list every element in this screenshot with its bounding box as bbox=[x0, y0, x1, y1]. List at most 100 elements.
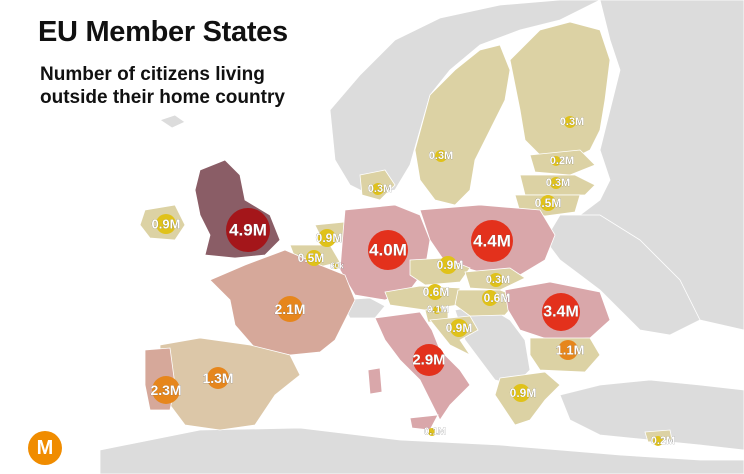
bubble-ireland-circle bbox=[156, 214, 176, 234]
bubble-cyprus: 0.2M bbox=[651, 435, 676, 447]
bubble-estonia-circle bbox=[551, 156, 561, 166]
bubble-uk-label: 4.9M bbox=[229, 221, 267, 240]
bubble-slovenia: 0.1M bbox=[427, 304, 450, 316]
land-finland bbox=[509, 21, 611, 161]
bubble-italy: 2.9M bbox=[412, 344, 446, 376]
subtitle-line-1: Number of citizens living bbox=[40, 64, 265, 85]
bubble-france-label: 2.1M bbox=[274, 301, 305, 317]
bubble-france-circle bbox=[277, 296, 303, 322]
bubble-hungary-circle bbox=[482, 290, 498, 306]
bubble-portugal-label: 2.3M bbox=[150, 382, 181, 398]
map-subtitle: Number of citizens living outside their … bbox=[40, 63, 340, 109]
bubble-spain: 1.3M bbox=[202, 367, 234, 389]
bubble-bulgaria-label: 1.1M bbox=[556, 343, 585, 358]
bubble-czechia-circle bbox=[439, 256, 457, 274]
bubble-luxembourg-label: 60k bbox=[330, 262, 344, 271]
bubble-belgium: 0.5M bbox=[297, 250, 325, 266]
bubble-ireland-label: 0.9M bbox=[152, 217, 181, 232]
bubble-malta-label: 0.1M bbox=[424, 427, 446, 438]
bubble-cyprus-circle bbox=[653, 436, 663, 446]
bubble-finland: 0.3M bbox=[560, 116, 585, 128]
bubble-belgium-label: 0.5M bbox=[298, 251, 325, 265]
bubble-hungary-label: 0.6M bbox=[484, 291, 511, 305]
bubble-portugal: 2.3M bbox=[150, 376, 182, 404]
bubble-finland-label: 0.3M bbox=[560, 116, 584, 128]
bubble-italy-circle bbox=[413, 344, 445, 376]
bubble-lithuania-label: 0.5M bbox=[535, 196, 562, 210]
brand-logo-icon: M bbox=[28, 431, 62, 465]
bubble-poland-label: 4.4M bbox=[473, 232, 511, 251]
subtitle-line-2: outside their home country bbox=[40, 87, 285, 108]
land-sweden bbox=[414, 44, 511, 206]
land-turkey bbox=[559, 379, 744, 451]
bubble-lithuania-circle bbox=[540, 195, 556, 211]
bubble-luxembourg: 60k bbox=[330, 261, 344, 271]
bubble-italy-label: 2.9M bbox=[412, 352, 445, 369]
bubble-austria-circle bbox=[427, 284, 443, 300]
bubble-latvia-circle bbox=[550, 177, 562, 189]
bubble-malta: 0.1M bbox=[424, 426, 447, 438]
bubble-austria: 0.6M bbox=[422, 284, 450, 300]
land-sardinia bbox=[367, 367, 383, 395]
bubble-netherlands: 0.9M bbox=[315, 229, 343, 247]
bubble-lithuania: 0.5M bbox=[534, 195, 562, 211]
land-iceland-faroes bbox=[159, 114, 186, 129]
bubble-czechia-label: 0.9M bbox=[437, 258, 464, 272]
bubble-poland-circle bbox=[471, 220, 513, 262]
bubble-croatia-circle bbox=[450, 319, 468, 337]
land-africa bbox=[99, 427, 744, 474]
bubble-greece-label: 0.9M bbox=[510, 386, 537, 400]
bubble-austria-label: 0.6M bbox=[423, 285, 450, 299]
bubble-denmark: 0.3M bbox=[368, 183, 393, 195]
value-bubbles: 4.9M 0.9M 4.0M 4.4M 3.4M 2.9M bbox=[150, 116, 675, 447]
bubble-netherlands-label: 0.9M bbox=[316, 231, 343, 245]
bubble-denmark-label: 0.3M bbox=[368, 183, 392, 195]
bubble-belgium-circle bbox=[306, 250, 322, 266]
bubble-spain-circle bbox=[207, 367, 229, 389]
bubble-croatia: 0.9M bbox=[445, 319, 473, 337]
bubble-uk-circle bbox=[226, 208, 270, 252]
bubble-hungary: 0.6M bbox=[482, 290, 511, 306]
bubble-romania: 3.4M bbox=[542, 293, 580, 331]
bubble-croatia-label: 0.9M bbox=[446, 321, 473, 335]
bubble-sweden-label: 0.3M bbox=[429, 150, 453, 162]
bubble-bulgaria: 1.1M bbox=[555, 340, 585, 360]
bubble-germany: 4.0M bbox=[368, 230, 408, 270]
bubble-bulgaria-circle bbox=[558, 340, 578, 360]
bubble-portugal-circle bbox=[152, 376, 180, 404]
bubble-romania-label: 3.4M bbox=[543, 304, 579, 321]
land-estonia bbox=[529, 149, 596, 176]
bubble-slovenia-circle bbox=[433, 306, 441, 314]
eu-land bbox=[139, 21, 673, 443]
bubble-denmark-circle bbox=[372, 183, 384, 195]
bubble-france: 2.1M bbox=[274, 296, 306, 322]
bubble-greece-circle bbox=[512, 384, 530, 402]
bubble-poland: 4.4M bbox=[471, 220, 513, 262]
bubble-estonia-label: 0.2M bbox=[550, 155, 574, 167]
bubble-uk: 4.9M bbox=[226, 208, 270, 252]
bubble-cyprus-label: 0.2M bbox=[651, 435, 675, 447]
bubble-slovakia-label: 0.3M bbox=[486, 274, 510, 286]
bubble-ireland: 0.9M bbox=[151, 214, 181, 234]
bubble-germany-label: 4.0M bbox=[369, 241, 407, 260]
bubble-czechia: 0.9M bbox=[436, 256, 464, 274]
map-title: EU Member States bbox=[38, 16, 288, 48]
bubble-latvia-label: 0.3M bbox=[546, 177, 570, 189]
bubble-greece: 0.9M bbox=[509, 384, 537, 402]
bubble-spain-label: 1.3M bbox=[202, 370, 233, 386]
bubble-slovakia: 0.3M bbox=[486, 273, 510, 287]
bubble-finland-circle bbox=[564, 116, 576, 128]
bubble-malta-circle bbox=[428, 428, 436, 436]
bubble-slovenia-label: 0.1M bbox=[427, 305, 449, 316]
non-eu-land bbox=[99, 0, 744, 474]
bubble-netherlands-circle bbox=[318, 229, 336, 247]
bubble-luxembourg-circle bbox=[333, 263, 339, 269]
land-cyprus bbox=[644, 429, 673, 443]
bubble-germany-circle bbox=[368, 230, 408, 270]
land-ukraine-belarus bbox=[544, 214, 701, 336]
bubble-slovakia-circle bbox=[489, 273, 503, 287]
bubble-romania-circle bbox=[542, 293, 580, 331]
bubble-sweden: 0.3M bbox=[429, 150, 454, 162]
